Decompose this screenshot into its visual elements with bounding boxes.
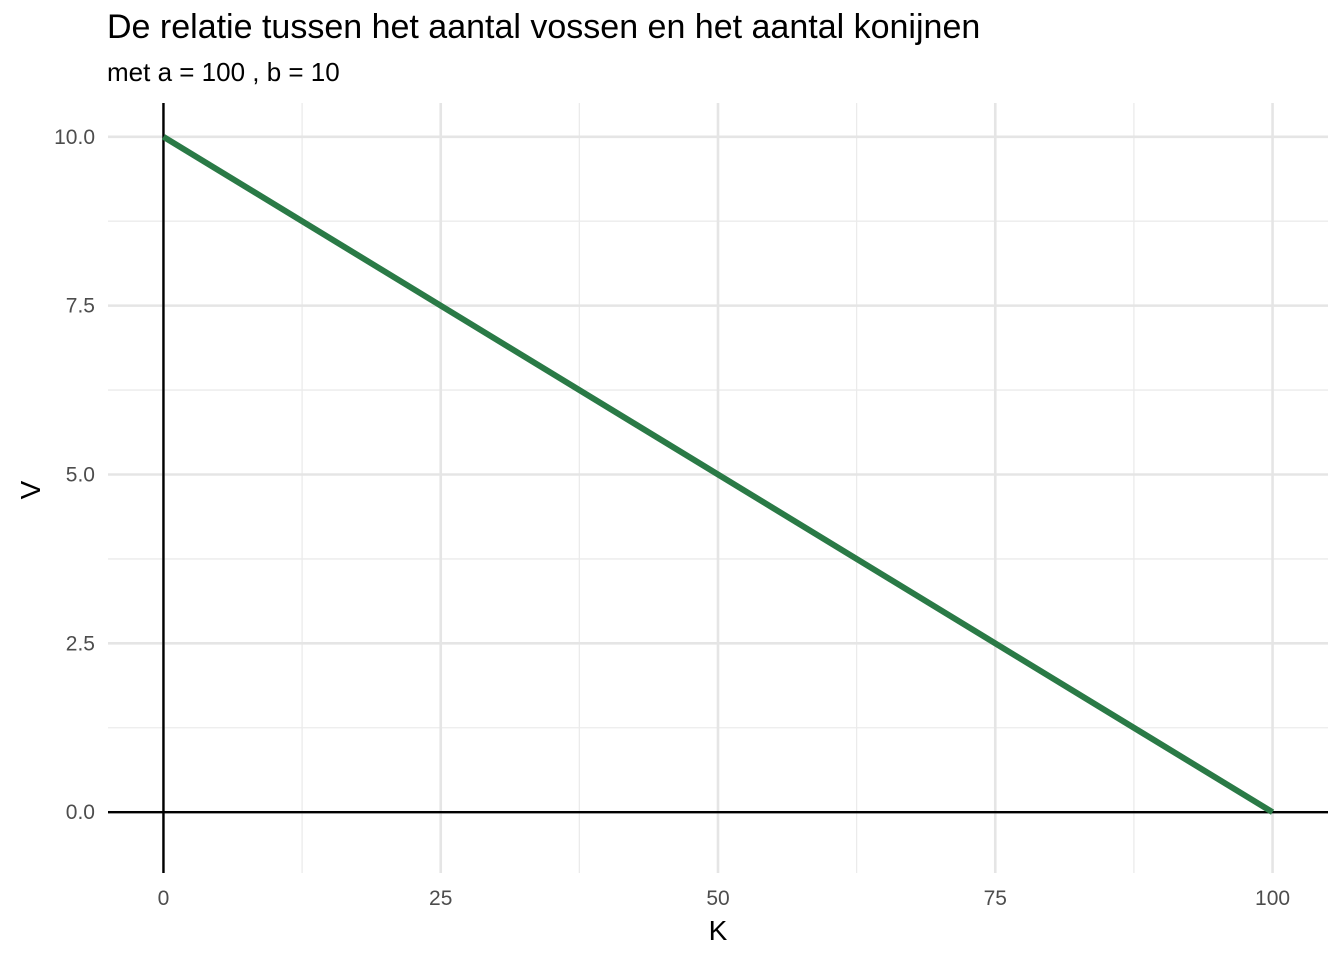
chart-subtitle: met a = 100 , b = 10: [107, 57, 340, 87]
chart-title: De relatie tussen het aantal vossen en h…: [107, 8, 981, 46]
series-line: [161, 134, 1275, 815]
x-tick-label: 25: [429, 887, 452, 910]
y-tick-label: 5.0: [66, 463, 95, 486]
x-tick-label: 75: [984, 887, 1007, 910]
y-axis-title: V: [15, 480, 46, 499]
x-tick-label: 0: [158, 887, 170, 910]
y-axis-ticks: 0.0 2.5 5.0 7.5 10.0: [54, 126, 95, 824]
x-tick-label: 100: [1255, 887, 1290, 910]
reference-lines: [108, 103, 1328, 873]
y-tick-label: 0.0: [66, 801, 95, 824]
x-tick-label: 50: [706, 887, 729, 910]
y-tick-label: 10.0: [54, 126, 95, 149]
x-axis-ticks: 0 25 50 75 100: [158, 887, 1290, 910]
series-layer: [161, 134, 1275, 815]
x-axis-title: K: [709, 915, 728, 946]
major-gridlines: [108, 103, 1328, 873]
y-tick-label: 7.5: [66, 295, 95, 318]
y-tick-label: 2.5: [66, 632, 95, 655]
